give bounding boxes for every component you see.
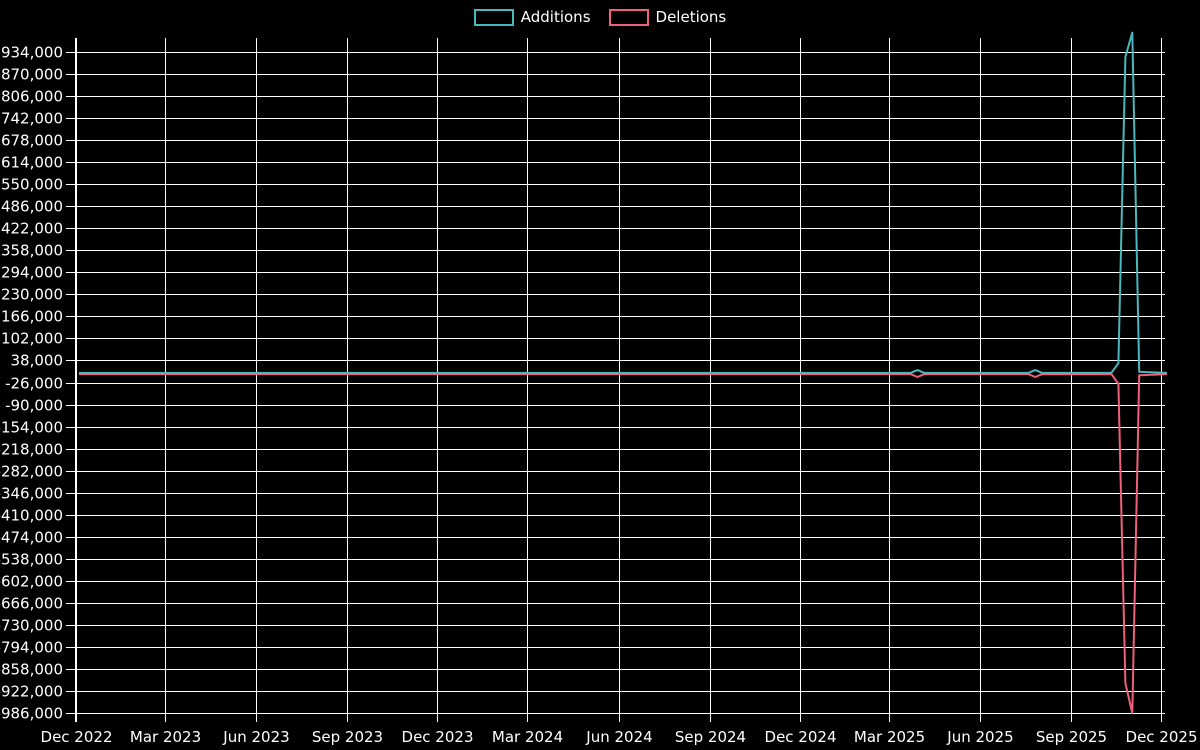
x-tick-label: Mar 2024 — [492, 728, 563, 746]
y-tick-label: 38,000 — [11, 352, 64, 370]
x-tick-label: Sep 2024 — [675, 728, 746, 746]
y-tick-label: 358,000 — [1, 242, 63, 260]
legend-label-deletions: Deletions — [655, 8, 727, 26]
y-tick-label: -858,000 — [0, 661, 63, 679]
deletions-line — [79, 373, 1167, 714]
x-tick-label: Jun 2024 — [585, 728, 652, 746]
y-tick-label: 102,000 — [1, 330, 63, 348]
additions-line — [79, 31, 1167, 374]
y-tick-label: 870,000 — [1, 66, 63, 84]
y-tick-label: -474,000 — [0, 529, 63, 547]
y-tick-label: -538,000 — [0, 551, 63, 569]
y-tick-label: -154,000 — [0, 419, 63, 437]
x-tick-label: Jun 2023 — [222, 728, 289, 746]
y-tick-label: 550,000 — [1, 176, 63, 194]
y-tick-label: 486,000 — [1, 198, 63, 216]
additions-swatch-icon — [473, 8, 514, 26]
y-tick-label: -26,000 — [5, 375, 63, 393]
y-tick-label: 678,000 — [1, 132, 63, 150]
chart-legend: Additions Deletions — [0, 8, 1200, 26]
y-tick-label: -410,000 — [0, 507, 63, 525]
x-tick-label: Dec 2023 — [402, 728, 474, 746]
y-tick-label: 230,000 — [1, 286, 63, 304]
deletions-swatch-icon — [608, 8, 649, 26]
x-tick-label: Sep 2023 — [312, 728, 383, 746]
x-tick-label: Jun 2025 — [946, 728, 1013, 746]
legend-item-additions[interactable]: Additions — [473, 8, 591, 26]
y-tick-label: -666,000 — [0, 595, 63, 613]
y-tick-label: -90,000 — [5, 397, 63, 415]
y-tick-label: 806,000 — [1, 88, 63, 106]
x-tick-label: Sep 2025 — [1036, 728, 1107, 746]
y-tick-label: 294,000 — [1, 264, 63, 282]
y-tick-label: -730,000 — [0, 617, 63, 635]
y-tick-label: 614,000 — [1, 154, 63, 172]
y-tick-label: -922,000 — [0, 683, 63, 701]
legend-item-deletions[interactable]: Deletions — [608, 8, 727, 26]
y-tick-label: -282,000 — [0, 463, 63, 481]
y-tick-label: -602,000 — [0, 573, 63, 591]
y-tick-label: -794,000 — [0, 639, 63, 657]
y-tick-label: 742,000 — [1, 110, 63, 128]
y-tick-label: -218,000 — [0, 441, 63, 459]
y-tick-label: -346,000 — [0, 485, 63, 503]
x-tick-label: Dec 2022 — [41, 728, 113, 746]
x-tick-label: Dec 2024 — [765, 728, 837, 746]
x-tick-label: Mar 2023 — [130, 728, 201, 746]
y-tick-label: 934,000 — [1, 44, 63, 62]
x-tick-label: Mar 2025 — [854, 728, 925, 746]
legend-label-additions: Additions — [520, 8, 591, 26]
x-tick-label: Dec 2025 — [1126, 728, 1198, 746]
y-tick-label: -986,000 — [0, 705, 63, 723]
y-tick-label: 422,000 — [1, 220, 63, 238]
y-tick-label: 166,000 — [1, 308, 63, 326]
